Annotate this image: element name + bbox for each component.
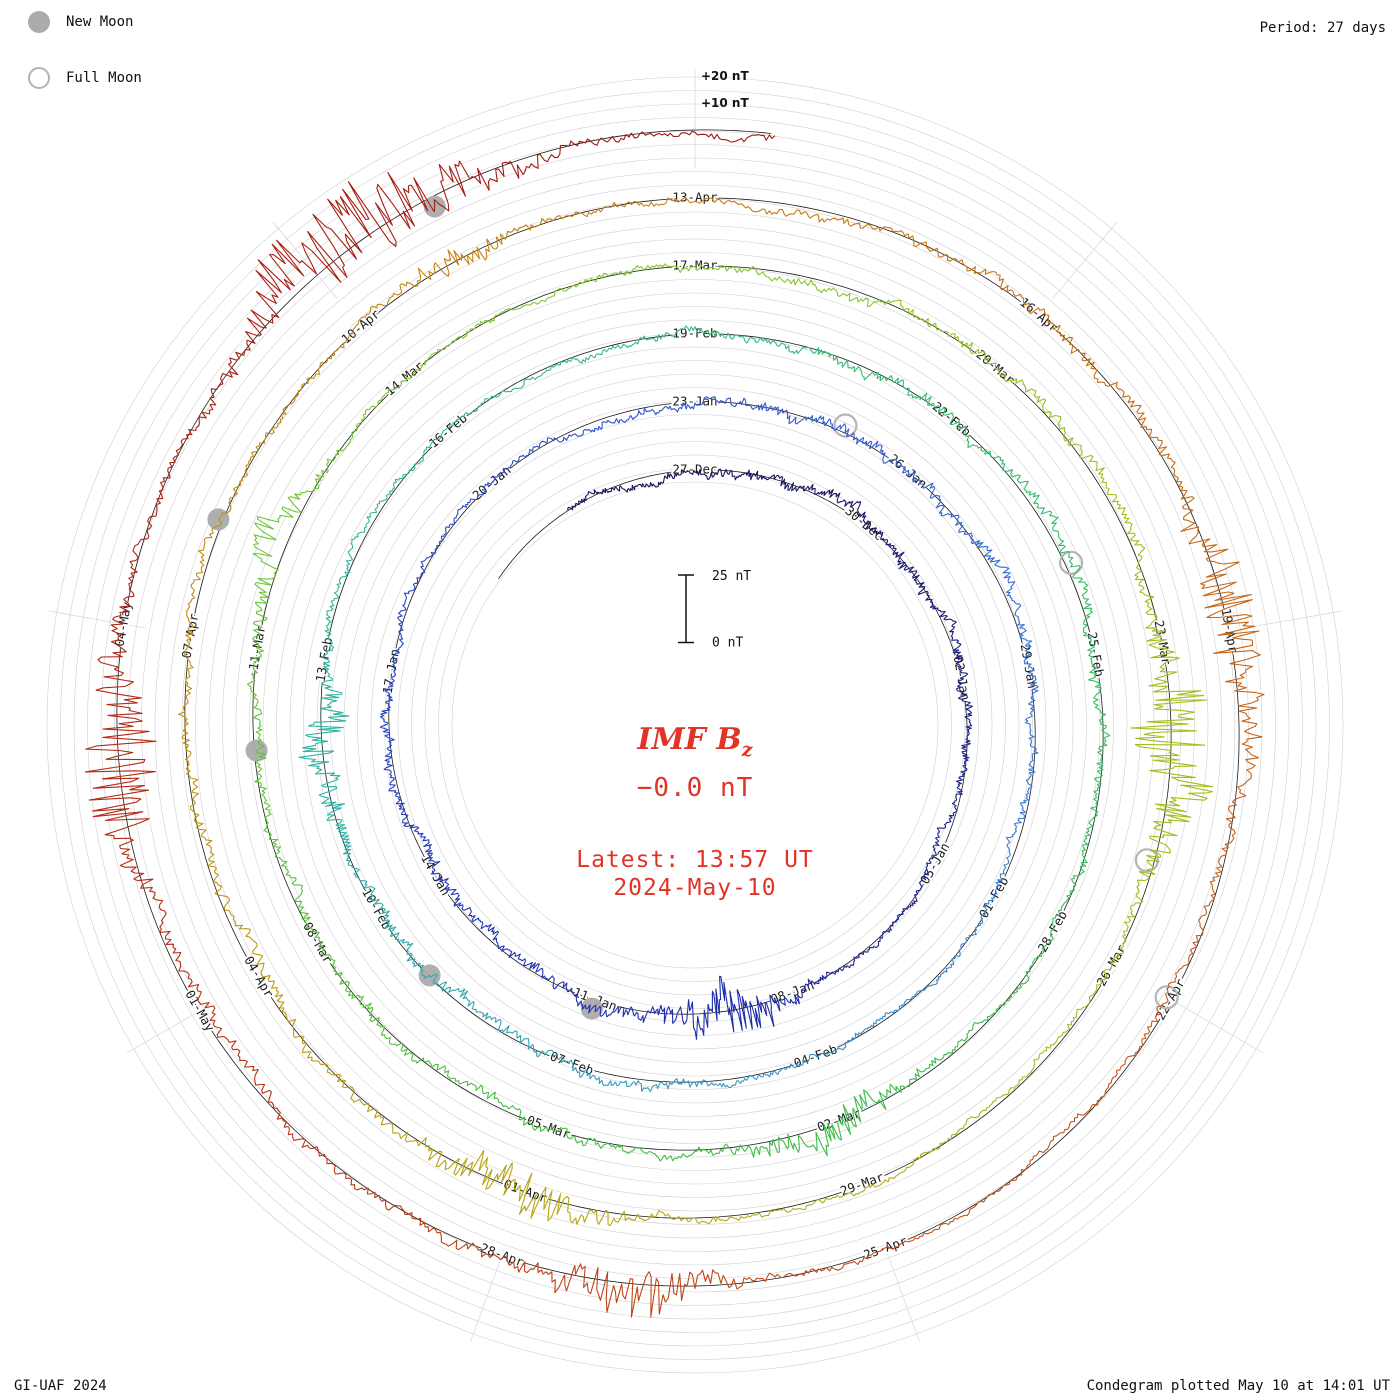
date-tick-label: 23-Jan	[672, 394, 717, 409]
full-moon-label: Full Moon	[66, 70, 142, 86]
latest-time-line1: Latest: 13:57 UT	[576, 847, 814, 873]
legend-new-moon: New Moon	[28, 8, 142, 36]
bz-trace	[84, 130, 1265, 1318]
moon-legend: New Moon Full Moon	[28, 8, 142, 120]
baseline-spiral	[116, 129, 1240, 1287]
latest-value: −0.0 nT	[636, 773, 754, 803]
scale-bar: 25 nT 0 nT	[678, 569, 751, 651]
new-moon-icon	[28, 11, 50, 33]
date-tick-label: 13-Apr	[672, 190, 718, 205]
scale-top-label: 25 nT	[712, 569, 751, 584]
latest-time-line2: 2024-May-10	[613, 874, 777, 901]
scale-bottom-label: 0 nT	[712, 636, 743, 651]
date-tick-label: 07-Apr	[179, 612, 202, 660]
full-moon-icon	[28, 67, 50, 89]
parameter-subscript: z	[741, 739, 753, 761]
date-tick-label: 28-Feb	[1035, 908, 1071, 955]
radial-gridlines	[48, 69, 1342, 1342]
center-annotations: IMF Bz −0.0 nT Latest: 13:57 UT 2024-May…	[576, 722, 814, 902]
plus-20-nt-label: +20 nT	[701, 69, 749, 83]
full-moon-marker	[1154, 985, 1179, 1010]
full-moon-marker	[1134, 848, 1160, 873]
date-tick-label: 22-Feb	[930, 399, 974, 440]
latest-time: Latest: 13:57 UT 2024-May-10	[576, 847, 814, 902]
date-tick-label: 14-Jan	[418, 851, 454, 898]
full-moon-marker	[833, 413, 858, 438]
date-tick-label: 08-Mar	[300, 919, 336, 966]
plus-10-nt-label: +10 nT	[701, 96, 749, 110]
date-tick-label: 25-Feb	[1085, 631, 1108, 678]
parameter-name: IMF B	[637, 722, 742, 757]
date-tick-label: 27-Dec	[672, 462, 717, 477]
date-tick-label: 01-Feb	[976, 874, 1012, 921]
new-moon-label: New Moon	[66, 14, 134, 30]
period-label: Period: 27 days	[1259, 20, 1386, 36]
full-moon-marker	[1058, 550, 1084, 575]
legend-full-moon: Full Moon	[28, 64, 142, 92]
parameter-title: IMF Bz	[576, 722, 814, 761]
date-tick-label: 29-Mar	[838, 1169, 886, 1199]
date-tick-label: 28-Apr	[478, 1240, 526, 1270]
plotted-label: Condegram plotted May 10 at 14:01 UT	[1086, 1378, 1390, 1394]
credit-label: GI-UAF 2024	[14, 1378, 107, 1394]
nt-gridline-labels: +10 nT +20 nT	[701, 69, 749, 110]
date-tick-label: 17-Jan	[380, 648, 403, 695]
date-tick-label: 05-Mar	[525, 1112, 573, 1142]
